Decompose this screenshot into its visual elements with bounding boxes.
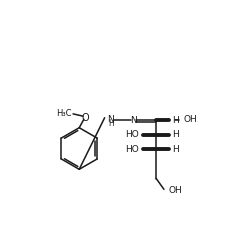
- Text: OH: OH: [183, 115, 197, 124]
- Text: N: N: [107, 115, 113, 124]
- Text: H: H: [172, 145, 178, 154]
- Text: H: H: [172, 115, 178, 124]
- Text: H: H: [108, 119, 114, 128]
- Text: HO: HO: [125, 130, 139, 139]
- Text: H₃C: H₃C: [56, 109, 72, 118]
- Text: O: O: [82, 113, 89, 123]
- Text: H: H: [172, 130, 178, 139]
- Text: N: N: [130, 115, 137, 124]
- Text: OH: OH: [168, 186, 182, 195]
- Text: HO: HO: [125, 145, 139, 154]
